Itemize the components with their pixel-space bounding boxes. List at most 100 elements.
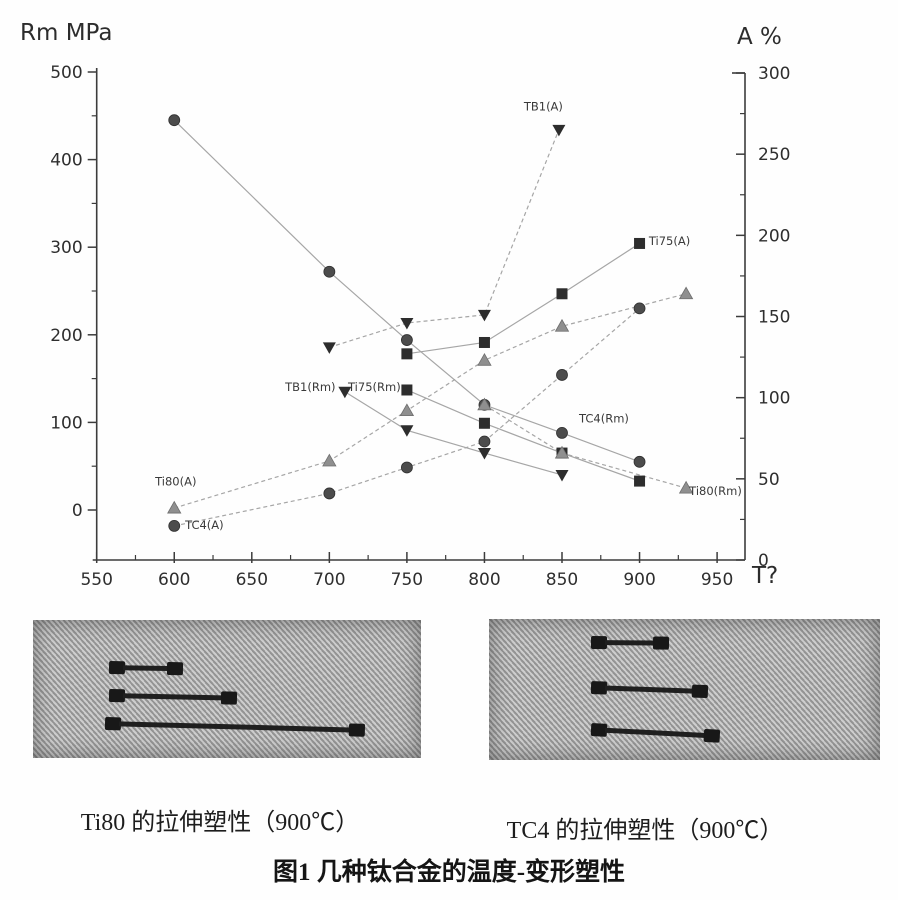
chart-label: TB1(Rm) bbox=[284, 380, 335, 394]
marker-Ti75(A) bbox=[478, 336, 490, 348]
marker-Ti75(A) bbox=[634, 237, 646, 249]
series-line-TB1(Rm) bbox=[344, 391, 563, 476]
marker-TC4(A) bbox=[556, 369, 568, 381]
tensile-specimen bbox=[104, 716, 365, 737]
specimen-grip-right bbox=[652, 636, 669, 650]
marker-Ti75(Rm) bbox=[634, 475, 646, 487]
series-line-Ti75(Rm) bbox=[406, 389, 640, 482]
marker-TC4(Rm) bbox=[633, 455, 646, 468]
chart-label: Ti80(Rm) bbox=[688, 484, 742, 498]
right-axis-tick-label: 250 bbox=[758, 145, 790, 165]
marker-TB1(A) bbox=[477, 309, 491, 322]
chart-label: Ti75(Rm) bbox=[347, 380, 401, 394]
specimen-grip-right bbox=[691, 684, 709, 699]
marker-TB1(Rm) bbox=[400, 425, 414, 437]
marker-Ti75(A) bbox=[556, 288, 568, 300]
marker-Ti80(A) bbox=[322, 453, 337, 467]
marker-TB1(A) bbox=[322, 342, 336, 354]
marker-TC4(Rm) bbox=[168, 114, 181, 127]
figure-caption: 图1 几种钛合金的温度-变形塑性 bbox=[272, 859, 626, 886]
marker-Ti80(A) bbox=[554, 318, 570, 332]
marker-Ti80(A) bbox=[678, 286, 694, 300]
marker-TB1(A) bbox=[400, 317, 414, 330]
marker-TB1(A) bbox=[552, 124, 566, 137]
marker-TC4(A) bbox=[633, 302, 646, 315]
x-axis-tick-label: 600 bbox=[158, 570, 190, 590]
marker-Ti75(Rm) bbox=[401, 384, 413, 396]
specimen-grip-right bbox=[703, 729, 720, 744]
marker-TC4(Rm) bbox=[323, 265, 336, 278]
specimen-gauge-section bbox=[122, 693, 223, 701]
marker-TC4(Rm) bbox=[400, 334, 413, 346]
series-line-Ti75(A) bbox=[406, 242, 640, 355]
x-axis-tick-label: 900 bbox=[623, 570, 655, 590]
right-axis-tick-label: 150 bbox=[758, 308, 790, 328]
marker-TC4(A) bbox=[323, 487, 336, 500]
x-axis-tick-label: 550 bbox=[80, 570, 112, 590]
left-axis-title: Rm MPa bbox=[20, 20, 112, 46]
tensile-specimen bbox=[108, 661, 183, 676]
photo-caption-ti80: Ti80 的拉伸塑性（900℃） bbox=[80, 810, 360, 836]
chart-label: Ti75(A) bbox=[648, 234, 690, 248]
marker-TB1(Rm) bbox=[338, 386, 352, 399]
marker-TC4(A) bbox=[478, 435, 491, 448]
specimen-grip-right bbox=[220, 691, 237, 705]
x-axis-title: T? bbox=[751, 563, 778, 589]
marker-Ti80(Rm) bbox=[477, 397, 492, 411]
series-line-TC4(A) bbox=[174, 307, 640, 527]
marker-TB1(Rm) bbox=[555, 469, 569, 482]
tensile-specimen bbox=[590, 723, 720, 744]
left-axis-tick-label: 300 bbox=[50, 238, 82, 258]
series-line-TC4(Rm) bbox=[173, 119, 640, 463]
right-axis-tick-label: 50 bbox=[758, 470, 780, 490]
tensile-specimen bbox=[590, 681, 709, 699]
marker-TC4(A) bbox=[168, 520, 181, 532]
left-axis-tick-label: 400 bbox=[50, 151, 82, 171]
chart-label: Ti80(A) bbox=[154, 474, 196, 488]
x-axis-tick-label: 850 bbox=[546, 570, 578, 590]
photo-tc4-specimens bbox=[489, 619, 880, 760]
series-line-Ti80(A) bbox=[174, 293, 687, 509]
photo-caption-tc4: TC4 的拉伸塑性（900℃） bbox=[506, 818, 784, 844]
x-axis-tick-label: 950 bbox=[701, 570, 733, 590]
specimen-gauge-section bbox=[604, 685, 694, 694]
marker-Ti75(A) bbox=[401, 348, 413, 360]
chart-label: TC4(Rm) bbox=[578, 411, 629, 425]
right-axis-tick-label: 100 bbox=[758, 389, 790, 409]
marker-Ti80(A) bbox=[167, 500, 182, 514]
left-axis-tick-label: 500 bbox=[50, 63, 82, 83]
photo-ti80-specimens bbox=[33, 620, 421, 758]
x-axis-tick-label: 800 bbox=[468, 570, 500, 590]
left-axis-tick-label: 200 bbox=[50, 326, 82, 346]
specimen-grip-right bbox=[348, 722, 365, 737]
marker-TC4(Rm) bbox=[556, 427, 568, 439]
marker-Ti80(A) bbox=[477, 353, 492, 366]
specimen-gauge-section bbox=[604, 728, 706, 739]
chart-label: TC4(A) bbox=[184, 518, 224, 532]
specimen-gauge-section bbox=[122, 665, 169, 672]
x-axis-tick-label: 750 bbox=[391, 570, 423, 590]
x-axis-tick-label: 700 bbox=[313, 570, 345, 590]
left-axis-tick-label: 100 bbox=[50, 413, 82, 433]
series-line-TB1(A) bbox=[329, 129, 560, 348]
right-axis-title: A % bbox=[737, 24, 782, 50]
specimen-grip-right bbox=[166, 662, 183, 676]
specimen-gauge-section bbox=[118, 720, 351, 733]
chart-label: TB1(A) bbox=[523, 99, 563, 113]
specimen-gauge-section bbox=[604, 640, 655, 646]
right-axis-tick-label: 0 bbox=[758, 551, 769, 571]
marker-TC4(A) bbox=[400, 461, 413, 474]
tensile-specimen bbox=[108, 689, 237, 705]
marker-Ti80(Rm) bbox=[554, 445, 570, 459]
tensile-specimen bbox=[590, 635, 669, 650]
left-axis-tick-label: 0 bbox=[72, 501, 83, 521]
marker-Ti80(Rm) bbox=[678, 480, 694, 494]
marker-Ti80(A) bbox=[399, 403, 415, 417]
x-axis-tick-label: 650 bbox=[236, 570, 268, 590]
temperature-plasticity-chart: 0 100 200 300 400 500 0 50 100 150 200 250 300 550 600… bbox=[20, 20, 790, 590]
right-axis-tick-label: 300 bbox=[758, 64, 790, 84]
marker-TB1(Rm) bbox=[477, 448, 491, 460]
marker-Ti75(Rm) bbox=[478, 417, 490, 429]
right-axis-tick-label: 200 bbox=[758, 226, 790, 246]
